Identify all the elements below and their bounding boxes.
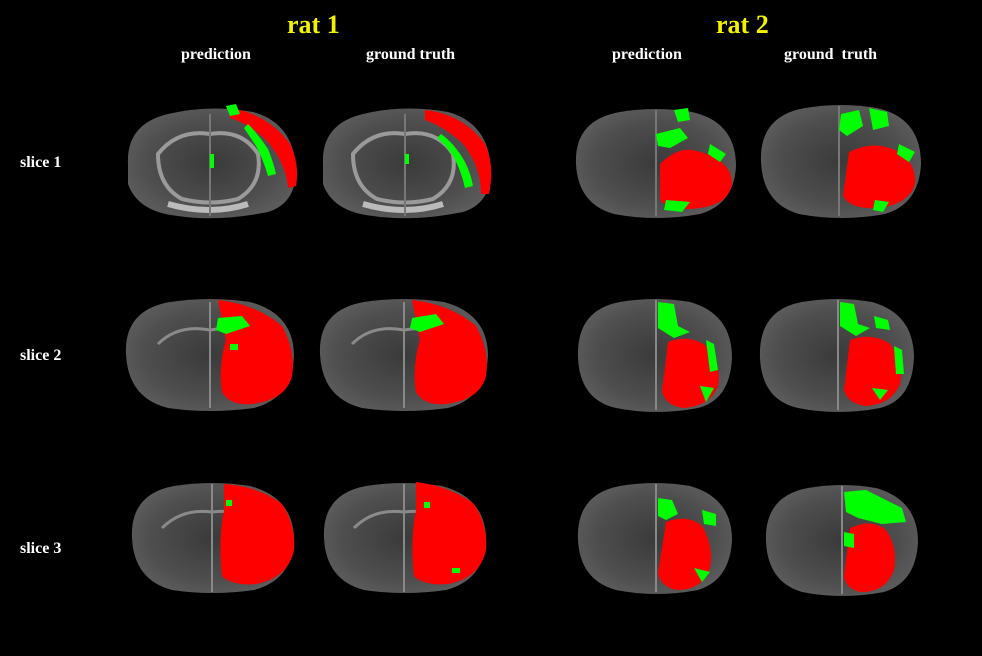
rat-2-slice-1-ground-truth-image: [755, 100, 927, 222]
rat-2-slice-3-prediction-image: [574, 480, 736, 598]
rat-2-slice-1-prediction-image: [570, 104, 742, 222]
slice-2-label: slice 2: [20, 347, 62, 364]
rat-2-ground-truth-label: ground truth: [784, 46, 878, 63]
rat-2-slice-3-ground-truth-image: [762, 482, 922, 600]
rat-1-slice-3-ground-truth-image: [320, 480, 490, 596]
rat-1-slice-2-ground-truth-image: [316, 296, 492, 414]
slice-3-label: slice 3: [20, 540, 62, 557]
rat-2-slice-2-ground-truth-image: [756, 296, 918, 416]
rat-1-prediction-label: prediction: [181, 46, 251, 63]
rat-1-ground-truth-label: ground truth: [366, 46, 456, 63]
rat-2-title: rat 2: [716, 10, 769, 39]
rat-2-prediction-label: prediction: [612, 46, 682, 63]
rat-2-slice-2-prediction-image: [574, 296, 736, 416]
rat-1-title: rat 1: [287, 10, 340, 39]
rat-1-slice-1-ground-truth-image: [313, 104, 497, 228]
rat-1-slice-1-prediction-image: [118, 104, 302, 228]
slice-1-label: slice 1: [20, 154, 62, 171]
rat-1-slice-3-prediction-image: [128, 480, 298, 596]
rat-1-slice-2-prediction-image: [122, 296, 298, 414]
